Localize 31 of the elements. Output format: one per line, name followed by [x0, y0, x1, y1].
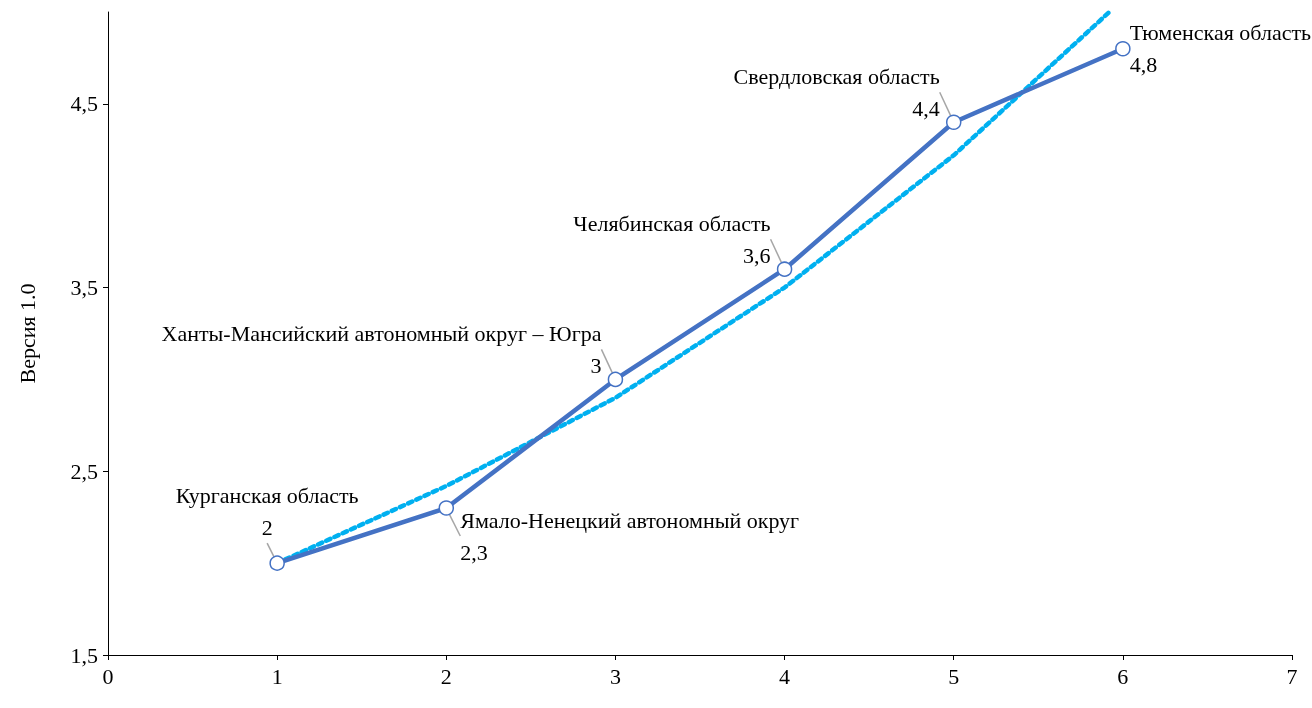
point — [1115, 41, 1131, 57]
data-label: 3 — [590, 352, 602, 378]
y-tick-label: 4,5 — [70, 91, 98, 117]
annotation: Ханты-Мансийский автономный округ – Югра — [161, 320, 602, 346]
x-tick-label: 4 — [779, 663, 791, 689]
data-label: 2,3 — [460, 539, 488, 565]
x-tick-label: 3 — [609, 663, 621, 689]
x-tick-label: 7 — [1286, 663, 1298, 689]
point — [607, 371, 624, 388]
annotation: Ямало-Ненецкий автономный округ — [460, 507, 800, 533]
y-tick-label: 2,5 — [70, 458, 98, 484]
data-label: 4,8 — [1129, 52, 1158, 78]
x-tick-label: 2 — [440, 663, 452, 689]
y-tick-label: 3,5 — [70, 275, 98, 301]
point — [945, 114, 962, 130]
data-label: 4,4 — [912, 95, 940, 121]
point — [269, 555, 285, 571]
annotation: Курганская область — [175, 482, 359, 508]
x-tick-label: 0 — [102, 663, 114, 689]
data-label: 3,6 — [743, 242, 771, 268]
annotation: Свердловская область — [733, 63, 940, 89]
x-tick-label: 6 — [1117, 663, 1129, 689]
point — [438, 500, 455, 516]
y-tick-label: 1,5 — [70, 642, 98, 668]
annotation: Тюменская область — [1129, 20, 1312, 46]
data-label: 2 — [261, 514, 273, 540]
point — [776, 261, 793, 277]
x-tick-label: 1 — [271, 663, 283, 689]
y-axis-title: Версия 1.0 — [14, 283, 40, 384]
annotation: Челябинская область — [573, 210, 771, 236]
x-tick-label: 5 — [948, 663, 960, 689]
